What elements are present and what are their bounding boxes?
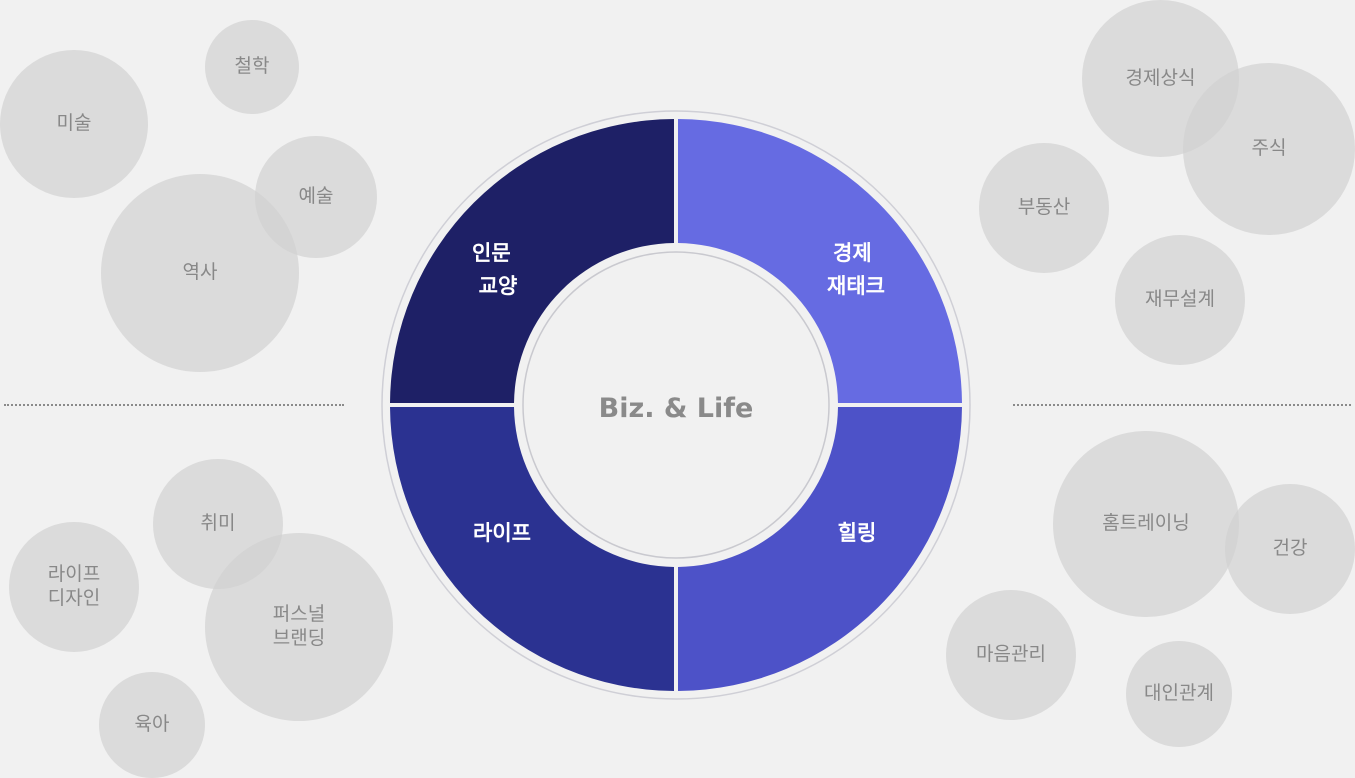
topic-bubble-relationships: 대인관계 <box>1126 641 1232 747</box>
topic-bubble-personal-branding: 퍼스널 브랜딩 <box>205 533 393 721</box>
topic-bubble-philosophy: 철학 <box>205 20 299 114</box>
segment-label-lifestyle: 라이프 <box>473 521 531 545</box>
segment-liberal-arts <box>390 119 674 404</box>
topic-bubble-art: 미술 <box>0 50 148 198</box>
donut-outer-ring <box>381 110 971 700</box>
topic-bubble-economy-basics: 경제상식 <box>1082 0 1239 157</box>
topic-bubble-mind-care: 마음관리 <box>946 590 1076 720</box>
segment-economy-finance <box>678 119 962 404</box>
donut-inner-ring <box>522 251 830 559</box>
topic-bubble-arts: 예술 <box>255 136 377 258</box>
topic-bubble-financial-planning: 재무설계 <box>1115 235 1245 365</box>
topic-bubble-life-design: 라이프 디자인 <box>9 522 139 652</box>
topic-bubble-stocks: 주식 <box>1183 63 1355 235</box>
segment-label-liberal-arts: 인문 교양 <box>472 241 518 298</box>
left-divider <box>4 404 344 406</box>
topic-bubble-parenting: 육아 <box>99 672 205 778</box>
topic-bubble-real-estate: 부동산 <box>979 143 1109 273</box>
topic-bubble-home-training: 홈트레이닝 <box>1053 431 1239 617</box>
center-label: Biz. & Life <box>599 393 754 424</box>
segment-healing <box>678 407 962 691</box>
segment-label-healing: 힐링 <box>838 521 877 545</box>
segment-label-economy-finance: 경제 재태크 <box>827 241 885 298</box>
right-divider <box>1013 404 1351 406</box>
segment-lifestyle <box>390 407 674 691</box>
topic-bubble-health: 건강 <box>1225 484 1355 614</box>
